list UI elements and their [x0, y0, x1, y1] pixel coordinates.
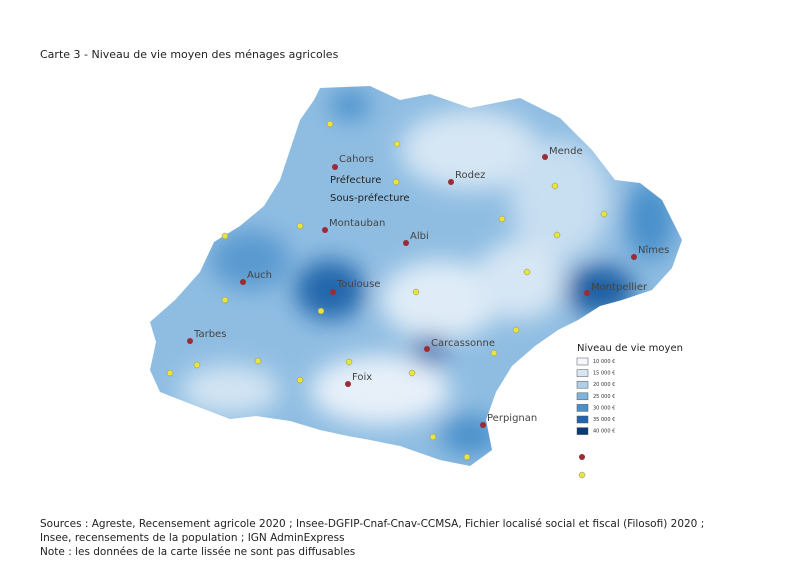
- footer-line: Insee, recensements de la population ; I…: [40, 532, 345, 544]
- subprefecture-dot: [296, 376, 304, 384]
- prefecture-dot: [584, 290, 590, 296]
- subprefecture-dot: [408, 369, 416, 377]
- subprefecture-dot: [429, 433, 437, 441]
- city-label: Nîmes: [638, 244, 669, 256]
- map-title: Carte 3 - Niveau de vie moyen des ménage…: [40, 48, 339, 61]
- legend-label: 10 000 €: [593, 359, 615, 365]
- prefecture-dot: [403, 240, 409, 246]
- legend-label: 30 000 €: [593, 405, 615, 411]
- subprefecture-dot: [463, 453, 471, 461]
- subprefecture-dot: [296, 222, 304, 230]
- footer-line: Sources : Agreste, Recensement agricole …: [40, 518, 704, 530]
- legend-label: 35 000 €: [593, 417, 615, 423]
- city-label: Carcassonne: [431, 338, 495, 349]
- legend-label: 20 000 €: [593, 382, 615, 388]
- city-label: Toulouse: [336, 279, 380, 290]
- footer-line: Note : les données de la carte lissée ne…: [40, 546, 355, 558]
- subprefecture-dot: [523, 268, 531, 276]
- legend: 10 000 € 15 000 € 20 000 € 25 000 € 30 000 €…: [576, 357, 615, 479]
- subprefecture-dot: [553, 231, 561, 239]
- legend-subprefecture: [578, 471, 586, 479]
- city-label: Cahors: [339, 154, 374, 165]
- symbols: Cahors Rodez Mende Montauban Albi Nîmes Auch To…: [166, 120, 669, 461]
- legend-prefecture: [579, 454, 585, 460]
- city-label: Foix: [352, 372, 372, 383]
- prefecture-dot: [332, 164, 338, 170]
- city-label: Perpignan: [487, 413, 537, 424]
- legend-label: 25 000 €: [593, 394, 615, 400]
- prefecture-dot: [187, 338, 193, 344]
- subprefecture-dot: [393, 140, 401, 148]
- subprefecture-dot: [600, 210, 608, 218]
- city-label: Montpellier: [591, 282, 648, 293]
- legend-swatch: [576, 380, 589, 389]
- subprefecture-dot: [166, 369, 174, 377]
- subprefecture-dot: [412, 288, 420, 296]
- city-label: Mende: [549, 146, 583, 157]
- subprefecture-dot: [326, 120, 334, 128]
- prefecture-dot: [330, 289, 336, 295]
- prefecture-dot: [240, 279, 246, 285]
- subprefecture-dot: [221, 232, 229, 240]
- prefecture-dot: [542, 154, 548, 160]
- city-label: Rodez: [455, 170, 485, 181]
- subprefecture-dot: [498, 215, 506, 223]
- legend-label: 15 000 €: [593, 371, 615, 377]
- legend-label: 40 000 €: [593, 429, 615, 435]
- prefecture-dot: [480, 422, 486, 428]
- legend-swatch: [576, 357, 589, 366]
- city-label: Albi: [410, 231, 429, 242]
- smoothed-map: [150, 86, 682, 466]
- subprefecture-dot: [254, 357, 262, 365]
- subprefecture-dot: [345, 358, 353, 366]
- subprefecture-dot: [490, 349, 498, 357]
- prefecture-dot: [448, 179, 454, 185]
- legend-swatch: [576, 427, 589, 435]
- legend-swatch: [576, 369, 589, 377]
- prefecture-dot: [424, 346, 430, 352]
- prefecture-dot: [322, 227, 328, 233]
- prefecture-dot: [631, 254, 637, 260]
- subprefecture-dot: [551, 182, 559, 190]
- city-label: Montauban: [329, 218, 385, 229]
- legend-title: Niveau de vie moyen: [577, 343, 683, 354]
- subprefecture-dot: [317, 307, 325, 315]
- prefecture-dot: [345, 381, 351, 387]
- subprefecture-dot: [221, 296, 229, 304]
- symbol-label: Préfecture: [330, 174, 381, 186]
- legend-swatch: [576, 415, 589, 424]
- city-label: Tarbes: [193, 329, 226, 340]
- symbol-label: Sous-préfecture: [330, 192, 410, 204]
- legend-swatch: [576, 392, 589, 401]
- subprefecture-dot: [512, 326, 520, 334]
- subprefecture-dot: [193, 361, 201, 369]
- subprefecture-dot: [392, 178, 400, 186]
- legend-swatch: [576, 404, 589, 412]
- city-label: Auch: [247, 270, 272, 281]
